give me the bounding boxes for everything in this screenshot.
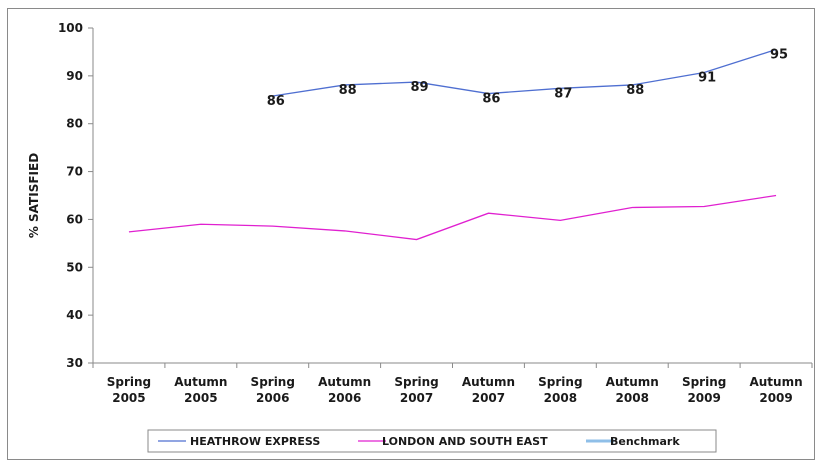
x-tick-label: Autumn 2008 bbox=[606, 375, 659, 405]
axes: 30 40 50 60 70 80 90 100 Spring 2005 Autumn 2005 Spr… bbox=[58, 21, 813, 405]
y-tick-label: 100 bbox=[58, 21, 83, 35]
data-labels: 86 88 89 86 87 88 91 95 bbox=[267, 48, 788, 109]
legend-box bbox=[147, 429, 717, 453]
data-label: 87 bbox=[554, 86, 572, 101]
legend-label: Benchmark bbox=[610, 435, 680, 448]
y-axis-label: % SATISFIED bbox=[27, 153, 41, 238]
x-tick-label: Spring 2007 bbox=[394, 375, 438, 405]
data-label: 88 bbox=[626, 83, 644, 98]
series-line-0 bbox=[272, 48, 777, 97]
x-tick-label: Spring 2005 bbox=[107, 375, 151, 405]
data-label: 95 bbox=[770, 48, 788, 63]
legend-label: LONDON AND SOUTH EAST bbox=[382, 435, 548, 448]
y-tick-label: 50 bbox=[66, 260, 83, 274]
x-tick-label: Spring 2009 bbox=[682, 375, 726, 405]
data-label: 86 bbox=[482, 92, 500, 107]
data-label: 88 bbox=[339, 83, 357, 98]
y-tick-label: 30 bbox=[66, 356, 83, 370]
data-label: 86 bbox=[267, 94, 285, 109]
series-layer bbox=[128, 48, 777, 241]
y-tick-label: 70 bbox=[66, 165, 83, 179]
x-tick-label: Autumn 2007 bbox=[462, 375, 515, 405]
x-tick-label: Autumn 2009 bbox=[749, 375, 802, 405]
x-tick-label: Spring 2006 bbox=[251, 375, 295, 405]
legend: HEATHROW EXPRESS LONDON AND SOUTH EAST Ben… bbox=[147, 429, 717, 453]
y-tick-label: 40 bbox=[66, 308, 83, 322]
y-tick-label: 60 bbox=[66, 212, 83, 226]
series-line-1 bbox=[128, 194, 777, 241]
x-tick-label: Autumn 2006 bbox=[318, 375, 371, 405]
x-tick-label: Autumn 2005 bbox=[174, 375, 227, 405]
data-label: 91 bbox=[698, 71, 716, 86]
chart-frame bbox=[7, 8, 815, 460]
data-label: 89 bbox=[411, 80, 429, 95]
x-tick-label: Spring 2008 bbox=[538, 375, 582, 405]
y-tick-label: 90 bbox=[66, 69, 83, 83]
legend-label: HEATHROW EXPRESS bbox=[190, 435, 320, 448]
y-tick-label: 80 bbox=[66, 117, 83, 131]
